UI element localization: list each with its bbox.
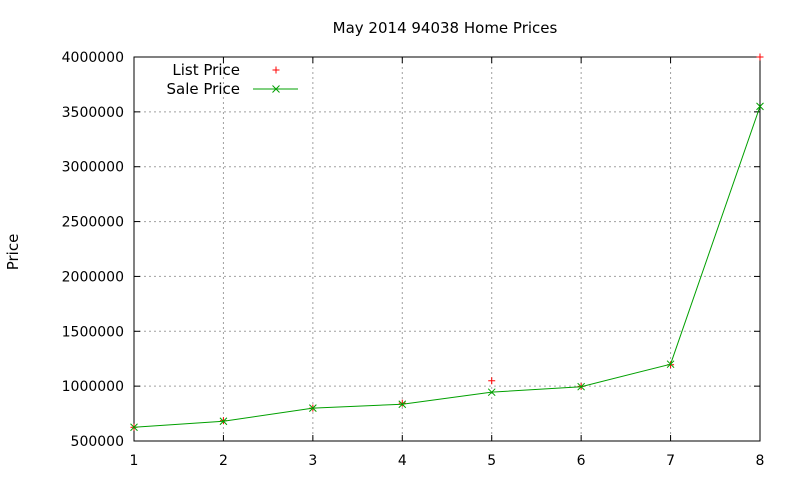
marker-stroke [398, 400, 407, 409]
data-point-sale-price [398, 400, 407, 409]
data-point-list-price [488, 377, 496, 385]
y-tick-label: 3000000 [62, 160, 124, 176]
legend-item-list-price: List Price [172, 61, 280, 79]
legend-marker-list-price [272, 66, 280, 74]
x-tick-label: 3 [308, 453, 317, 469]
y-tick-label: 2000000 [62, 269, 124, 285]
x-tick-label: 6 [577, 453, 586, 469]
marker-stroke [219, 417, 228, 426]
series-layer [130, 53, 764, 432]
data-point-list-price [398, 399, 406, 407]
legend-label-sale-price: Sale Price [167, 80, 240, 98]
legend-label-list-price: List Price [172, 61, 240, 79]
grid-lines [134, 57, 760, 441]
data-point-sale-price [130, 423, 138, 432]
y-tick-label: 3500000 [62, 105, 124, 121]
marker-stroke [577, 382, 585, 391]
marker-stroke [272, 85, 280, 93]
data-point-sale-price [487, 388, 496, 397]
data-point-list-price [756, 53, 764, 61]
y-tick-label: 500000 [71, 434, 124, 450]
series-sale-price [130, 102, 764, 432]
marker-stroke [666, 360, 675, 369]
x-tick-label: 8 [756, 453, 765, 469]
x-tick-label: 4 [398, 453, 407, 469]
x-tick-label: 5 [487, 453, 496, 469]
marker-stroke [130, 423, 138, 432]
data-point-sale-price [666, 360, 675, 369]
x-tick-label: 7 [666, 453, 675, 469]
series-list-price [130, 53, 764, 431]
x-tick-label: 1 [130, 453, 139, 469]
marker-stroke [487, 388, 496, 397]
y-tick-label: 1500000 [62, 324, 124, 340]
x-tick-label: 2 [219, 453, 228, 469]
plot-frame [133, 56, 761, 442]
legend-marker-sale-price [272, 85, 280, 93]
axis-ticks: 1 2 3 4 5 6 7 8 500000 1000000 1500000 2000000 25000… [62, 50, 765, 469]
y-tick-label: 2500000 [62, 215, 124, 231]
data-point-sale-price [219, 417, 228, 426]
series-line-sale-price [133, 106, 761, 428]
marker-stroke [309, 404, 317, 412]
data-point-sale-price [756, 102, 764, 111]
chart-title: May 2014 94038 Home Prices [333, 19, 558, 37]
y-tick-label: 4000000 [62, 50, 124, 66]
marker-stroke [756, 102, 764, 111]
data-point-sale-price [309, 404, 317, 412]
data-point-sale-price [577, 382, 585, 391]
y-axis-label: Price [4, 234, 22, 271]
y-tick-label: 1000000 [62, 379, 124, 395]
legend-item-sale-price: Sale Price [167, 80, 298, 98]
